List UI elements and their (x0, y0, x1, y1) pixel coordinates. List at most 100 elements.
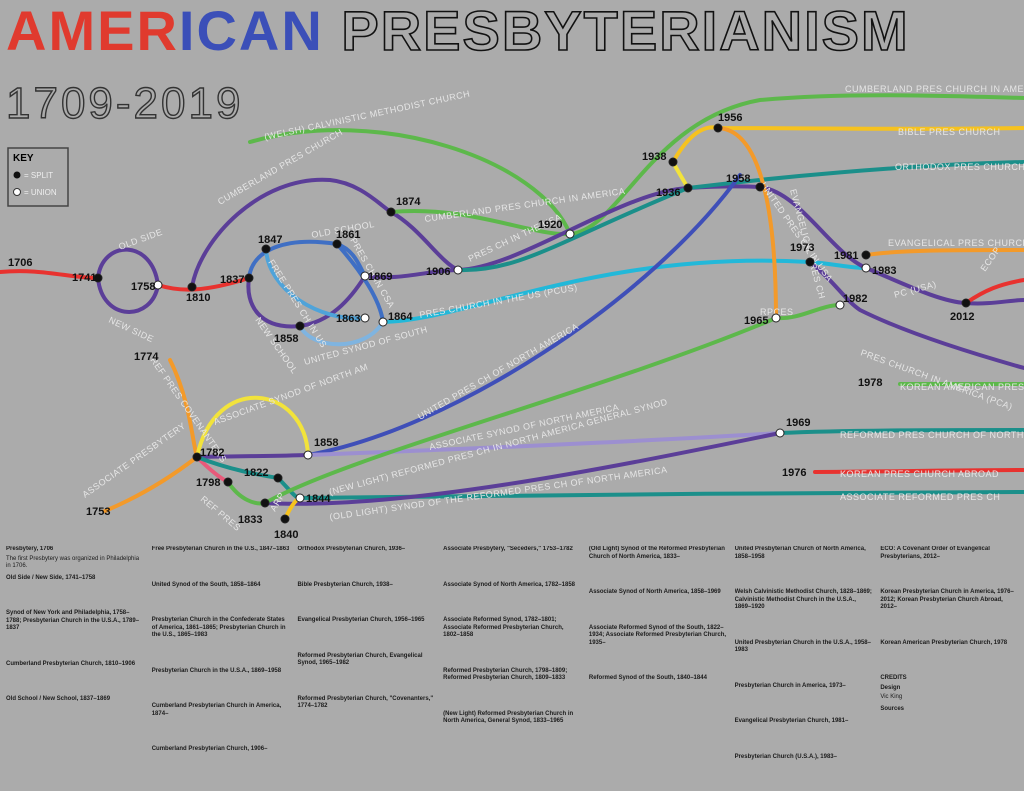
note-column: United Presbyterian Church of North Amer… (735, 546, 873, 788)
note-gap (735, 614, 873, 640)
note-gap (6, 706, 144, 732)
note-heading: Korean American Presbyterian Church, 197… (880, 639, 1008, 646)
key-title: KEY (13, 153, 34, 164)
note-gap (297, 556, 435, 582)
route (226, 480, 267, 506)
note-heading: Cumberland Presbyterian Church, 1906– (151, 746, 268, 752)
route (671, 160, 690, 190)
route (195, 453, 310, 459)
route (247, 239, 367, 280)
year-label: 1936 (656, 187, 680, 199)
note-heading: (New Light) Reformed Presbyterian Church… (443, 710, 574, 725)
key: KEY = SPLIT = UNION (7, 147, 69, 207)
route-label: CUMBERLAND PRES CHURCH IN AMERICA (845, 84, 1024, 94)
year-label: 1969 (786, 417, 810, 429)
union-dot (378, 317, 388, 327)
year-label: 1983 (872, 265, 896, 277)
note-heading: Synod of New York and Philadelphia, 1758… (6, 610, 140, 631)
route (363, 184, 868, 280)
note-gap (6, 635, 144, 661)
route-label: (WELSH) CALVINISTIC METHODIST CHURCH (263, 88, 471, 141)
route-label: ORTHODOX PRES CHURCH (895, 162, 1024, 172)
key-union: = UNION (24, 188, 57, 197)
note-heading: Evangelical Presbyterian Church, 1956–19… (297, 617, 425, 623)
split-dot (861, 250, 871, 260)
note-gap (735, 563, 873, 589)
route (813, 468, 1024, 474)
union-dot (771, 313, 781, 323)
year-label: 1844 (306, 493, 331, 505)
note-column: (Old Light) Synod of the Reformed Presby… (589, 546, 727, 788)
route (263, 316, 778, 505)
note-heading: Welsh Calvinistic Methodist Church, 1828… (734, 589, 872, 610)
route (96, 276, 160, 314)
year-label: 1874 (396, 196, 421, 208)
year-label: 1706 (8, 257, 32, 269)
note-gap (880, 614, 1018, 640)
split-dot (280, 514, 290, 524)
route (671, 125, 1024, 164)
note-gap (6, 584, 144, 610)
split-dot (260, 498, 270, 508)
note-gap (589, 649, 727, 675)
union-dot (565, 229, 575, 239)
route (96, 247, 160, 287)
note-column: Presbytery, 1706 The first Presbytery was… (6, 546, 144, 788)
note-gap (589, 599, 727, 625)
year-label: 1982 (843, 293, 867, 305)
note-gap (735, 657, 873, 683)
note-gap (152, 642, 290, 668)
year-label: 1965 (744, 315, 768, 327)
route (0, 269, 100, 280)
note-heading: Reformed Synod of the South, 1840–1844 (588, 675, 707, 681)
note-gap (443, 642, 581, 668)
split-dot (223, 477, 233, 487)
year-label: 1978 (858, 377, 882, 389)
title-part: ICAN (179, 0, 324, 62)
year-label: 1782 (200, 447, 224, 459)
split-dot (713, 123, 723, 133)
note-heading: Presbyterian Church in America, 1973– (734, 682, 846, 689)
note-gap (735, 692, 873, 718)
year-label: 1774 (134, 351, 159, 363)
key-split: = SPLIT (24, 171, 53, 180)
note-heading: Reformed Presbyterian Church, "Covenante… (297, 695, 434, 710)
route (686, 160, 1024, 190)
year-label: 1938 (642, 151, 666, 163)
year-label: 1837 (220, 274, 244, 286)
union-dot (360, 313, 370, 323)
title-part: PRESBYTERIANISM (324, 0, 910, 62)
route-label: NEW SIDE (107, 315, 155, 345)
route (306, 173, 742, 457)
union-dot (153, 280, 163, 290)
note-gap (880, 563, 1018, 589)
note-heading: Associate Reformed Synod, 1782–1801; Ass… (443, 617, 564, 638)
route-label: PRES CHURCH IN THE US (PCUS) (419, 282, 579, 320)
year-label: 1861 (336, 229, 360, 241)
split-dot (192, 452, 202, 462)
note-heading: Korean Presbyterian Church in America, 1… (880, 589, 1014, 610)
note-heading: (Old Light) Synod of the Reformed Presby… (588, 546, 725, 560)
split-dot (273, 473, 283, 483)
route (264, 247, 367, 321)
route-label: RPCES (760, 307, 794, 317)
year-label: 2012 (950, 311, 974, 323)
note-heading: Associate Presbytery, "Seceders," 1753–1… (443, 546, 573, 552)
year-label: 1840 (274, 529, 298, 541)
note-column: Orthodox Presbyterian Church, 1936– Bible… (297, 546, 435, 788)
route (456, 186, 690, 273)
note-gap (152, 591, 290, 617)
route (168, 358, 199, 459)
note-gap (6, 670, 144, 696)
note-gap (152, 677, 290, 703)
note-gap (735, 728, 873, 754)
union-dot (835, 300, 845, 310)
year-label: 1858 (274, 333, 298, 345)
route-label: OLD SIDE (117, 227, 164, 252)
route (298, 320, 385, 347)
note-heading: Evangelical Presbyterian Church, 1981– (734, 718, 849, 724)
note-heading: United Presbyterian Church in the U.S.A.… (734, 639, 871, 654)
year-label: 1976 (782, 467, 806, 479)
note-gap (297, 670, 435, 696)
